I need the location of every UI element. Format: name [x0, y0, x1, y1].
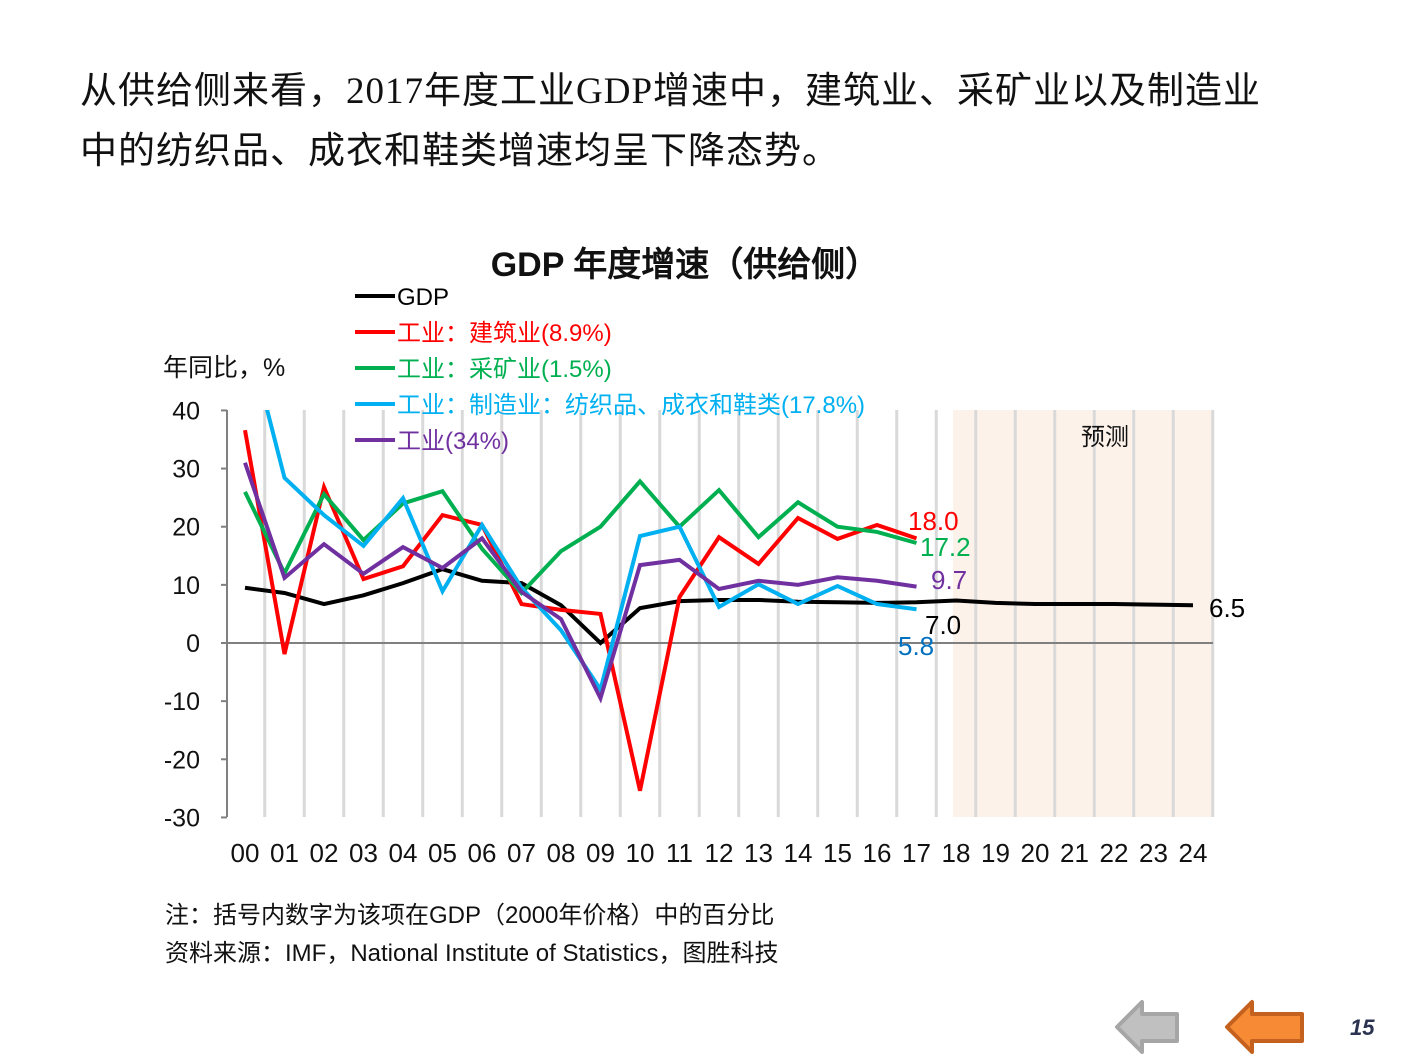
x-tick-label: 24 [1179, 838, 1208, 868]
y-tick-label: -20 [164, 746, 200, 774]
x-tick-label: 16 [863, 838, 892, 868]
y-tick-label: 10 [172, 572, 200, 600]
y-tick-label: 0 [186, 630, 200, 658]
x-tick-label: 02 [310, 838, 339, 868]
x-tick-label: 11 [666, 838, 693, 868]
headline-line-2: 中的纺织品、成衣和鞋类增速均呈下降态势。 [80, 131, 840, 172]
data-label: 9.7 [931, 565, 967, 595]
x-tick-label: 14 [784, 838, 813, 868]
legend-label: 工业：采矿业(1.5%) [397, 356, 612, 383]
data-label: 5.8 [898, 631, 934, 661]
x-tick-label: 20 [1021, 838, 1050, 868]
x-tick-label: 23 [1139, 838, 1168, 868]
data-label: 6.5 [1209, 593, 1245, 623]
x-tick-label: 07 [507, 838, 536, 868]
x-tick-label: 04 [389, 838, 418, 868]
x-tick-label: 21 [1060, 838, 1089, 868]
data-label: 17.2 [920, 532, 971, 562]
legend-label: 工业：建筑业(8.9%) [397, 320, 612, 347]
y-tick-label: 40 [172, 397, 200, 425]
y-tick-label: 20 [172, 514, 200, 542]
x-tick-label: 09 [586, 838, 615, 868]
x-tick-label: 17 [902, 838, 931, 868]
legend-label: GDP [397, 284, 449, 311]
legend-label: 工业(34%) [397, 428, 509, 455]
x-tick-label: 01 [270, 838, 299, 868]
y-tick-label: -30 [164, 804, 200, 832]
y-axis-label: 年同比，% [163, 354, 285, 382]
legend-label: 工业：制造业：纺织品、成衣和鞋类(17.8%) [397, 392, 865, 419]
x-tick-label: 08 [547, 838, 576, 868]
y-tick-label: 30 [172, 456, 200, 484]
x-tick-label: 03 [349, 838, 378, 868]
data-label: 18.0 [908, 506, 959, 536]
forecast-region [953, 410, 1213, 817]
x-tick-label: 12 [705, 838, 734, 868]
page-number: 15 [1350, 1015, 1375, 1040]
x-tick-label: 18 [942, 838, 971, 868]
series-line [243, 429, 918, 792]
x-tick-label: 22 [1100, 838, 1129, 868]
x-tick-label: 00 [231, 838, 260, 868]
x-tick-label: 13 [744, 838, 773, 868]
series-line [243, 462, 917, 704]
x-tick-label: 05 [428, 838, 457, 868]
data-label: 7.0 [925, 610, 961, 640]
x-tick-label: 15 [823, 838, 852, 868]
x-tick-label: 19 [981, 838, 1010, 868]
y-tick-label: -10 [164, 688, 200, 716]
x-tick-label: 10 [626, 838, 655, 868]
back-arrow-icon[interactable] [1115, 1000, 1179, 1054]
headline-line-1: 从供给侧来看，2017年度工业GDP增速中，建筑业、采矿业以及制造业 [80, 71, 1262, 112]
chart-note: 注：括号内数字为该项在GDP（2000年价格）中的百分比 [165, 902, 775, 929]
previous-arrow-icon[interactable] [1225, 1000, 1304, 1054]
series-line [243, 478, 918, 596]
x-tick-label: 06 [468, 838, 497, 868]
chart-title: GDP 年度增速（供给侧） [491, 245, 880, 284]
forecast-label: 预测 [1081, 424, 1129, 451]
chart-source: 资料来源：IMF，National Institute of Statistic… [165, 940, 779, 967]
